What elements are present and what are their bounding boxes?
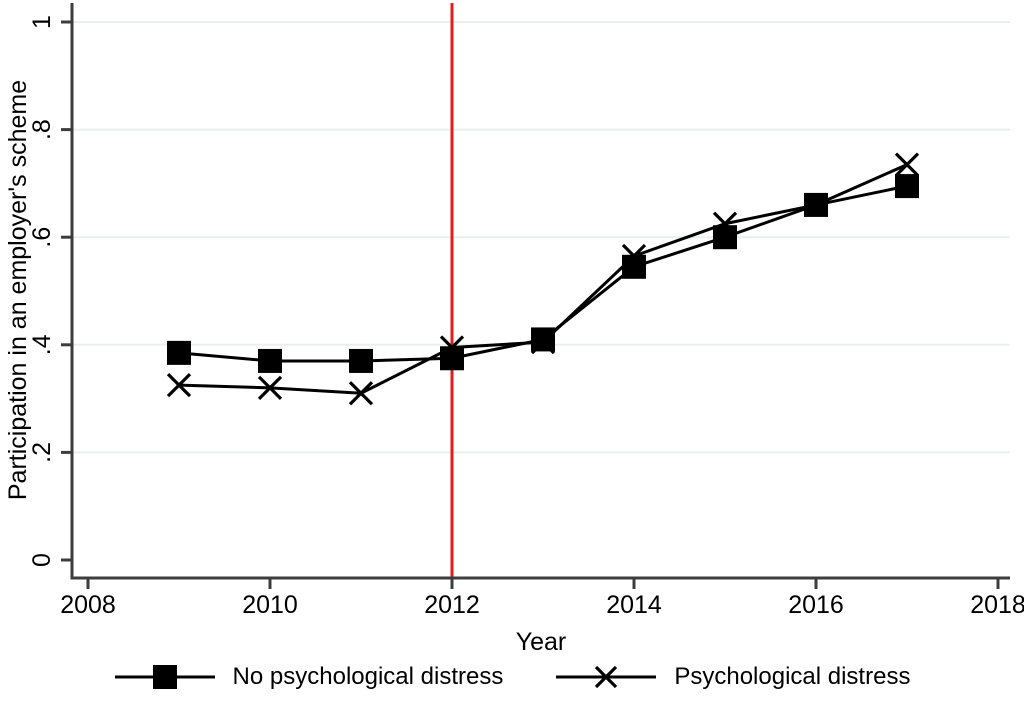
x-data-marker	[348, 381, 374, 406]
x-data-marker	[803, 192, 829, 218]
x-tick-label: 2016	[788, 591, 844, 619]
x-tick-label: 2010	[242, 591, 298, 619]
series-line-1	[178, 163, 908, 395]
x-axis-title: Year	[516, 628, 567, 656]
data-series	[166, 152, 920, 406]
legend: No psychological distress Psychological …	[0, 662, 1024, 692]
x-data-marker	[621, 243, 647, 269]
square-data-marker	[349, 348, 373, 373]
y-tick-label: .6	[28, 227, 56, 248]
x-tick-label: 2008	[60, 591, 116, 619]
gridlines	[72, 21, 1010, 454]
y-tick-label: 0	[28, 553, 56, 567]
x-data-marker	[166, 373, 192, 398]
x-tick-label: 2018	[970, 591, 1024, 619]
legend-label-distress: Psychological distress	[674, 663, 911, 690]
square-data-marker	[440, 346, 464, 371]
square-marker-icon	[114, 665, 215, 689]
square-data-marker	[167, 340, 191, 365]
axes: 0 .2 .4 .6 .8 1 2008 2010 2012 2014 2016 2018	[28, 3, 1024, 619]
y-tick-label: .8	[28, 119, 56, 140]
x-data-marker	[712, 211, 738, 236]
x-data-marker	[257, 375, 283, 400]
x-tick-label: 2014	[606, 591, 662, 619]
square-data-marker	[531, 327, 555, 352]
square-data-marker	[258, 348, 282, 373]
y-axis-title: Participation in an employer's scheme	[4, 80, 32, 500]
y-tick-label: .2	[28, 442, 56, 463]
square-data-marker	[622, 254, 646, 279]
legend-item-distress: Psychological distress	[555, 662, 910, 692]
square-data-marker	[713, 225, 737, 250]
square-data-marker	[895, 174, 919, 199]
x-data-marker	[894, 152, 920, 177]
x-data-marker	[439, 335, 465, 360]
line-chart-canvas: 0 .2 .4 .6 .8 1 2008 2010 2012 2014 2016 2018 Parti…	[4, 3, 1024, 656]
legend-item-no-distress: No psychological distress	[114, 662, 504, 692]
x-data-marker	[530, 329, 556, 355]
y-tick-label: .4	[28, 334, 56, 355]
y-tick-label: 1	[28, 15, 56, 29]
x-tick-label: 2012	[424, 591, 480, 619]
legend-label-no-distress: No psychological distress	[232, 663, 504, 690]
x-marker-icon	[556, 665, 657, 689]
